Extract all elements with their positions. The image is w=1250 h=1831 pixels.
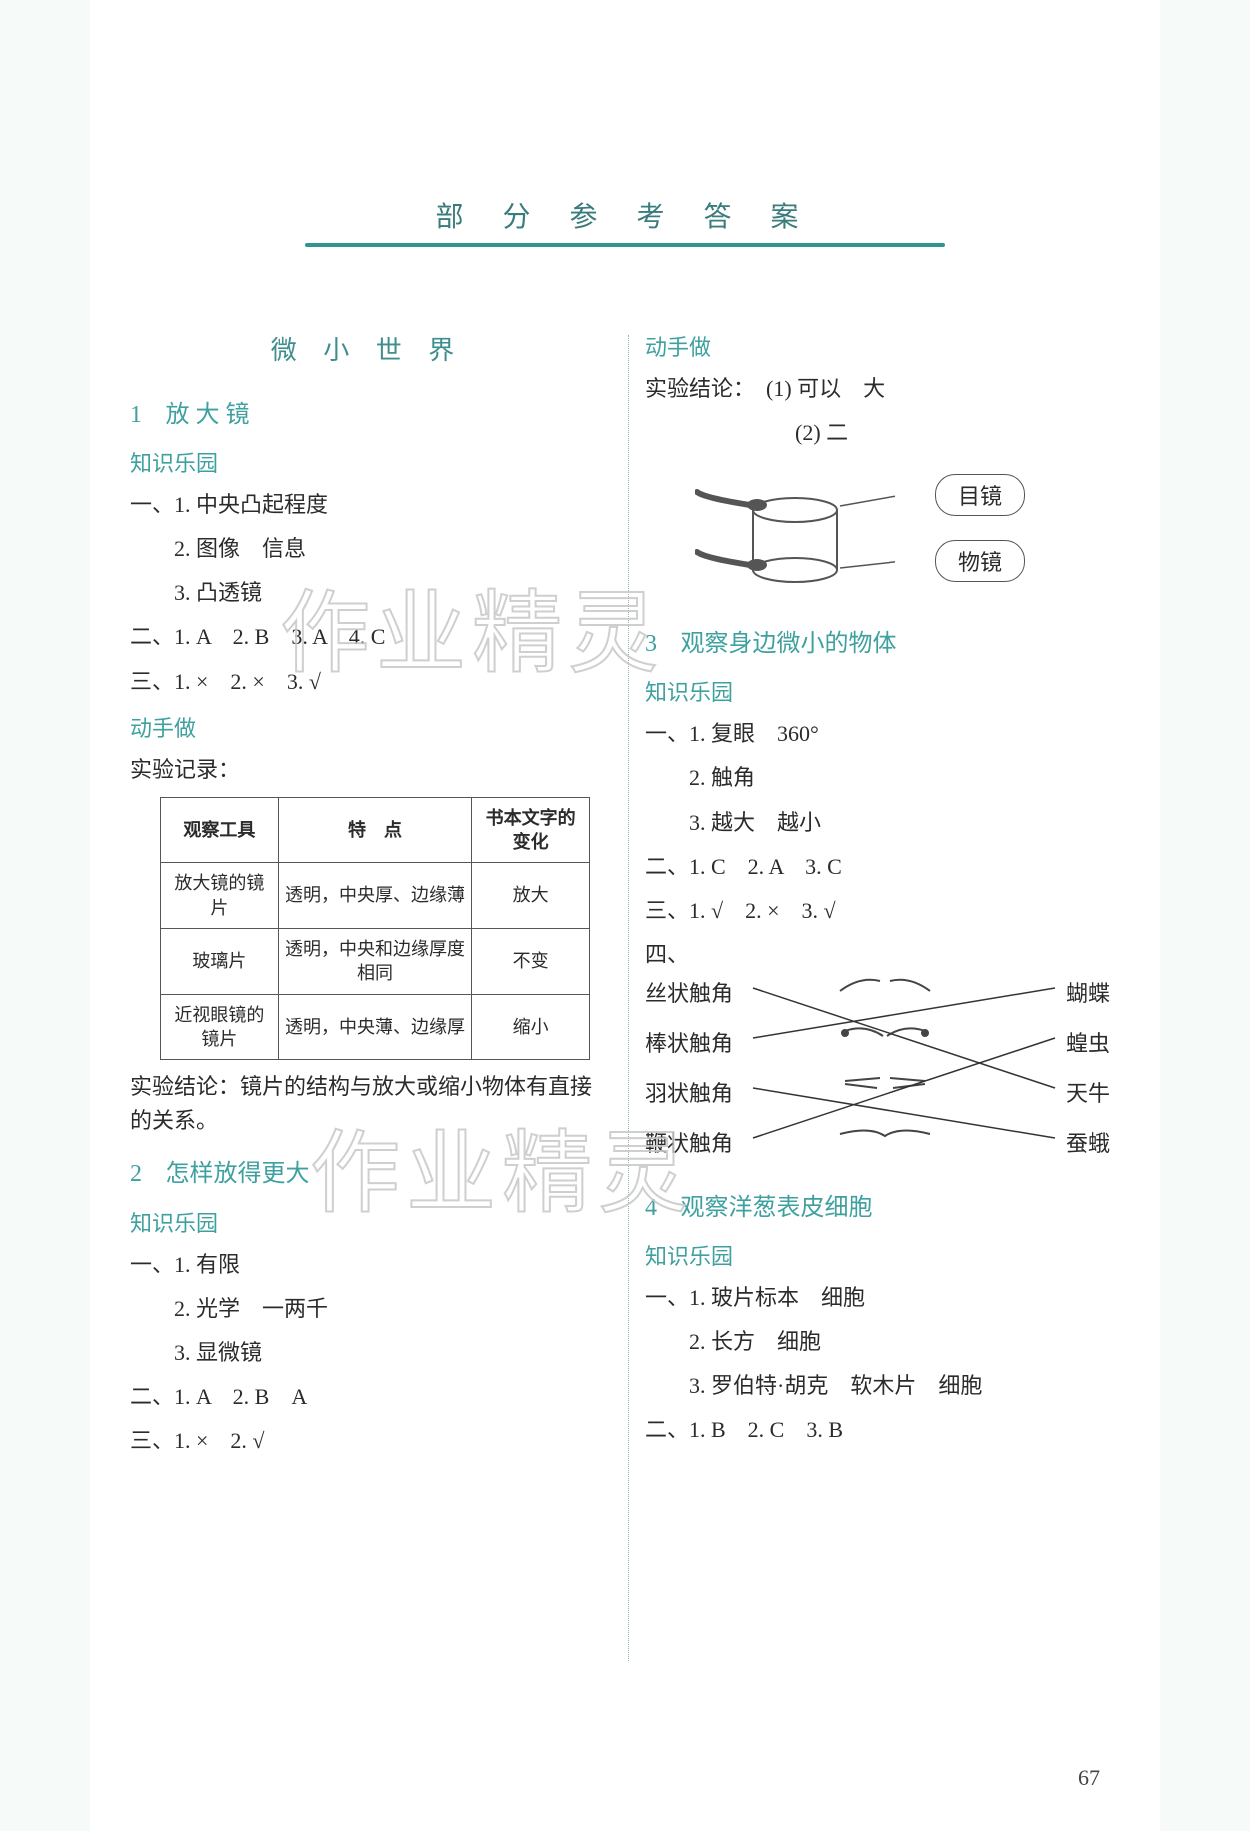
experiment-conclusion: 实验结论：镜片的结构与放大或缩小物体有直接的关系。 bbox=[130, 1070, 605, 1138]
section-heading-4: 4 观察洋葱表皮细胞 bbox=[645, 1190, 1120, 1227]
table-row: 近视眼镜的镜片 透明，中央薄、边缘厚 缩小 bbox=[161, 994, 590, 1060]
left-column: 微 小 世 界 1 放 大 镜 知识乐园 一、1. 中央凸起程度 2. 图像 信… bbox=[130, 330, 605, 1468]
answer-line: 二、1. B 2. C 3. B bbox=[645, 1413, 1120, 1447]
main-content: 微 小 世 界 1 放 大 镜 知识乐园 一、1. 中央凸起程度 2. 图像 信… bbox=[130, 330, 1120, 1711]
answer-line: 2. 触角 bbox=[645, 761, 1120, 795]
section-heading-3: 3 观察身边微小的物体 bbox=[645, 626, 1120, 663]
subhead-do: 动手做 bbox=[130, 711, 605, 743]
microscope-icon bbox=[695, 460, 895, 610]
table-cell: 近视眼镜的镜片 bbox=[161, 994, 279, 1060]
table-cell: 放大 bbox=[472, 863, 590, 929]
table-row: 玻璃片 透明，中央和边缘厚度相同 不变 bbox=[161, 928, 590, 994]
header-rule bbox=[305, 243, 945, 247]
answer-line: (2) 二 bbox=[645, 416, 1120, 450]
table-cell: 透明，中央薄、边缘厚 bbox=[278, 994, 472, 1060]
answer-line: 3. 罗伯特·胡克 软木片 细胞 bbox=[645, 1369, 1120, 1403]
subhead-knowledge: 知识乐园 bbox=[130, 1206, 605, 1238]
section-number: 2 bbox=[130, 1161, 142, 1187]
table-header: 特 点 bbox=[278, 797, 472, 863]
section-heading-2: 2 怎样放得更大 bbox=[130, 1156, 605, 1193]
table-cell: 缩小 bbox=[472, 994, 590, 1060]
answer-line: 一、1. 复眼 360° bbox=[645, 717, 1120, 751]
section-heading-1: 1 放 大 镜 bbox=[130, 397, 605, 434]
right-column: 动手做 实验结论： (1) 可以 大 (2) 二 目镜 bbox=[645, 330, 1120, 1458]
page-number: 67 bbox=[1078, 1765, 1100, 1791]
answer-line: 一、1. 中央凸起程度 bbox=[130, 488, 605, 522]
table-cell: 玻璃片 bbox=[161, 928, 279, 994]
answer-line: 3. 显微镜 bbox=[130, 1336, 605, 1370]
matching-lines-icon bbox=[645, 976, 1120, 1176]
subhead-knowledge: 知识乐园 bbox=[645, 1239, 1120, 1271]
section-number: 4 bbox=[645, 1195, 657, 1221]
table-row: 观察工具 特 点 书本文字的变化 bbox=[161, 797, 590, 863]
table-row: 放大镜的镜片 透明，中央厚、边缘薄 放大 bbox=[161, 863, 590, 929]
table-cell: 透明，中央和边缘厚度相同 bbox=[278, 928, 472, 994]
answer-line: 二、1. A 2. B A bbox=[130, 1380, 605, 1414]
section-number: 1 bbox=[130, 402, 142, 428]
experiment-table: 观察工具 特 点 书本文字的变化 放大镜的镜片 透明，中央厚、边缘薄 放大 玻璃… bbox=[160, 797, 590, 1060]
answer-line: 一、1. 玻片标本 细胞 bbox=[645, 1281, 1120, 1315]
answer-line: 三、1. × 2. √ bbox=[130, 1424, 605, 1458]
microscope-diagram: 目镜 物镜 bbox=[645, 460, 1115, 620]
column-divider bbox=[628, 335, 629, 1661]
answer-line: 二、1. C 2. A 3. C bbox=[645, 850, 1120, 884]
table-header: 书本文字的变化 bbox=[472, 797, 590, 863]
section-title: 观察洋葱表皮细胞 bbox=[681, 1195, 873, 1221]
table-cell: 透明，中央厚、边缘薄 bbox=[278, 863, 472, 929]
unit-title: 微 小 世 界 bbox=[130, 330, 605, 367]
section-title: 放 大 镜 bbox=[166, 402, 250, 428]
answer-line: 实验结论： (1) 可以 大 bbox=[645, 372, 1120, 406]
subhead-knowledge: 知识乐园 bbox=[130, 446, 605, 478]
subhead-do: 动手做 bbox=[645, 330, 1120, 362]
table-cell: 放大镜的镜片 bbox=[161, 863, 279, 929]
answer-line: 3. 越大 越小 bbox=[645, 806, 1120, 840]
header-title: 部 分 参 考 答 案 bbox=[405, 195, 844, 241]
answer-line: 2. 光学 一两千 bbox=[130, 1292, 605, 1326]
answer-line: 2. 图像 信息 bbox=[130, 532, 605, 566]
page: 部 分 参 考 答 案 微 小 世 界 1 放 大 镜 知识乐园 一、1. 中央… bbox=[90, 0, 1160, 1831]
page-header: 部 分 参 考 答 案 bbox=[90, 195, 1160, 247]
table-cell: 不变 bbox=[472, 928, 590, 994]
table-header: 观察工具 bbox=[161, 797, 279, 863]
section-title: 观察身边微小的物体 bbox=[681, 631, 897, 657]
answer-line: 二、1. A 2. B 3. A 4. C bbox=[130, 620, 605, 654]
scope-label-objective: 物镜 bbox=[935, 540, 1025, 582]
answer-line: 四、 bbox=[645, 938, 1120, 972]
answer-line: 三、1. √ 2. × 3. √ bbox=[645, 894, 1120, 928]
subhead-knowledge: 知识乐园 bbox=[645, 675, 1120, 707]
answer-line: 2. 长方 细胞 bbox=[645, 1325, 1120, 1359]
experiment-record-label: 实验记录： bbox=[130, 753, 605, 787]
answer-line: 三、1. × 2. × 3. √ bbox=[130, 665, 605, 699]
answer-line: 一、1. 有限 bbox=[130, 1248, 605, 1282]
section-number: 3 bbox=[645, 631, 657, 657]
scope-label-eyepiece: 目镜 bbox=[935, 474, 1025, 516]
matching-diagram: 丝状触角 棒状触角 羽状触角 鞭状触角 蝴蝶 蝗虫 天牛 蚕蛾 bbox=[645, 976, 1120, 1176]
section-title: 怎样放得更大 bbox=[166, 1161, 310, 1187]
answer-line: 3. 凸透镜 bbox=[130, 576, 605, 610]
